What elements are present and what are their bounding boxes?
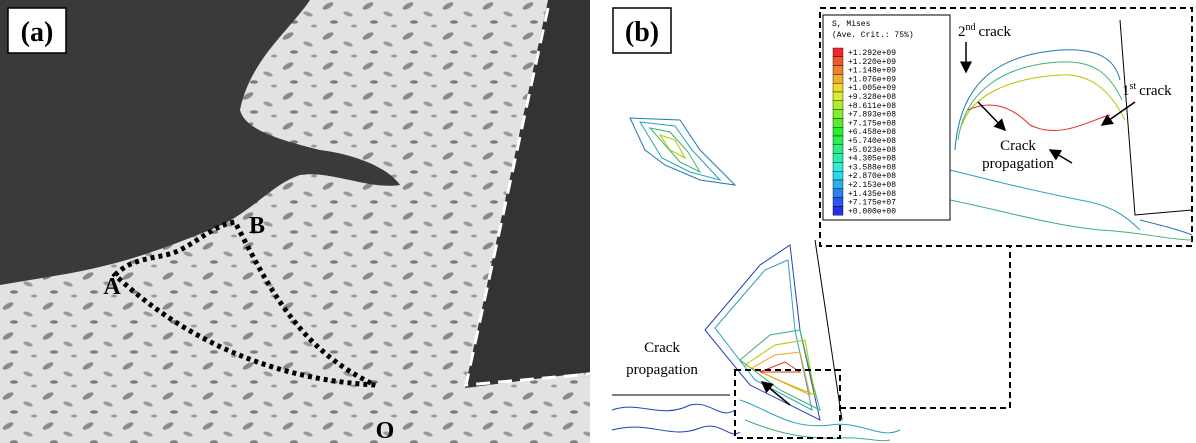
legend-value: +7.893e+08: [848, 111, 896, 120]
legend-title: S, Mises: [832, 20, 871, 29]
zoom-connector: [840, 246, 1010, 408]
annotation-text: crack: [1139, 83, 1172, 99]
annotation-text: crack: [979, 24, 1012, 40]
annotation: propagation: [626, 362, 698, 378]
annotation: Crack: [644, 340, 680, 356]
chip-contours: [630, 118, 735, 185]
legend-swatch: [833, 136, 843, 145]
legend-swatch: [833, 92, 843, 101]
legend-items: +1.292e+09+1.220e+09+1.148e+09+1.076e+09…: [833, 48, 896, 216]
legend-value: +1.076e+09: [848, 75, 896, 84]
legend-swatch: [833, 127, 843, 136]
legend-value: +1.220e+09: [848, 58, 896, 67]
legend-swatch: [833, 189, 843, 198]
legend-value: +7.175e+08: [848, 119, 896, 128]
legend-swatch: [833, 101, 843, 110]
legend-value: +8.611e+08: [848, 102, 896, 111]
annotation-suffix: st: [1130, 81, 1137, 92]
annotation-suffix: nd: [966, 22, 976, 33]
legend-swatch: [833, 206, 843, 215]
legend-swatch: [833, 180, 843, 189]
legend-value: +0.000e+00: [848, 207, 896, 216]
legend-swatch: [833, 57, 843, 66]
legend-swatch: [833, 110, 843, 119]
annotation-number: 1: [1122, 83, 1130, 99]
legend-value: +9.328e+08: [848, 93, 896, 102]
legend-swatch: [833, 162, 843, 171]
annotation-number: 2: [958, 24, 966, 40]
annotation: propagation: [982, 156, 1054, 172]
legend-swatch: [833, 145, 843, 154]
legend-swatch: [833, 83, 843, 92]
point-label: A: [103, 274, 121, 300]
annotation: Crack: [1000, 138, 1036, 154]
legend-value: +1.292e+09: [848, 49, 896, 58]
legend-value: +1.435e+08: [848, 190, 896, 199]
panel-b: (b) Crack propagation: [612, 8, 1192, 441]
legend-value: +2.153e+08: [848, 181, 896, 190]
legend-swatch: [833, 171, 843, 180]
legend-value: +4.305e+08: [848, 155, 896, 164]
figure: (a) A B O (b): [0, 0, 1196, 443]
panel-label: (a): [21, 17, 54, 48]
legend-swatch: [833, 118, 843, 127]
legend-value: +3.588e+08: [848, 163, 896, 172]
legend-value: +6.458e+08: [848, 128, 896, 137]
legend-subtitle: (Ave. Crit.: 75%): [832, 31, 914, 40]
legend-value: +2.870e+08: [848, 172, 896, 181]
point-label: B: [249, 213, 265, 239]
legend-value: +1.148e+09: [848, 67, 896, 76]
legend-value: +7.175e+07: [848, 199, 896, 208]
legend-swatch: [833, 198, 843, 207]
workpiece-contours: [612, 400, 900, 441]
point-label: O: [376, 418, 395, 443]
panel-a: (a) A B O: [0, 0, 590, 443]
panel-label: (b): [625, 17, 659, 48]
legend-value: +5.023e+08: [848, 146, 896, 155]
legend-value: +1.005e+09: [848, 84, 896, 93]
main-contours: [612, 240, 842, 420]
legend-value: +5.740e+08: [848, 137, 896, 146]
legend-swatch: [833, 154, 843, 163]
legend-swatch: [833, 48, 843, 57]
legend-swatch: [833, 66, 843, 75]
legend-swatch: [833, 74, 843, 83]
